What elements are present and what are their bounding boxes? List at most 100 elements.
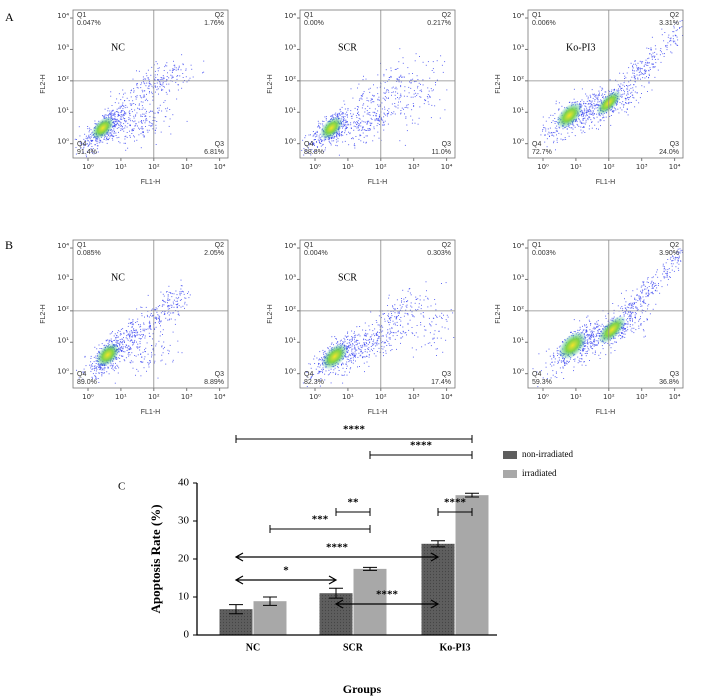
density-dot <box>114 339 116 341</box>
density-dot <box>627 318 629 319</box>
density-dot <box>91 139 93 141</box>
density-dot <box>157 88 159 90</box>
density-dot <box>109 110 111 112</box>
density-dot <box>183 293 185 295</box>
density-dot <box>585 351 587 353</box>
density-dot <box>391 349 393 350</box>
density-dot <box>403 108 404 110</box>
density-dot <box>607 313 609 315</box>
density-dot <box>149 83 151 85</box>
density-dot <box>557 350 559 352</box>
density-dot <box>125 121 127 123</box>
density-dot <box>587 342 588 344</box>
density-dot <box>109 340 111 342</box>
density-dot <box>371 99 373 100</box>
density-dot <box>109 114 111 116</box>
density-dot <box>357 109 358 111</box>
density-dot <box>349 133 351 135</box>
density-dot <box>615 341 617 343</box>
density-dot <box>344 128 346 130</box>
density-dot <box>387 305 388 306</box>
density-dot <box>654 282 656 284</box>
density-dot <box>342 112 343 114</box>
density-dot <box>147 131 149 133</box>
density-dot <box>144 316 145 318</box>
density-dot <box>172 76 174 78</box>
density-dot <box>558 346 560 348</box>
density-dot <box>138 134 140 136</box>
density-dot <box>395 106 397 108</box>
density-dot <box>163 101 165 103</box>
density-dot <box>379 326 381 328</box>
density-dot <box>590 104 592 105</box>
density-dot <box>394 338 396 340</box>
density-dot <box>563 139 565 141</box>
density-dot <box>121 111 122 113</box>
x-tick-label: 10⁰ <box>537 163 549 171</box>
density-dot <box>628 316 630 318</box>
density-dot <box>126 346 128 348</box>
density-dot <box>98 368 100 370</box>
density-dot <box>367 105 369 107</box>
density-dot <box>627 91 629 92</box>
density-dot <box>318 141 320 143</box>
density-dot <box>556 141 558 143</box>
density-dot <box>677 39 679 41</box>
density-dot <box>583 329 585 331</box>
x-axis-label: FL1-H <box>141 179 160 186</box>
density-dot <box>314 355 316 357</box>
density-dot <box>178 296 180 298</box>
density-dot <box>419 56 420 57</box>
quadrant-percent: 0.006% <box>532 20 556 27</box>
density-dot <box>130 322 132 323</box>
density-dot <box>337 140 339 142</box>
density-dot <box>552 134 554 136</box>
density-dot <box>102 367 104 369</box>
density-dot <box>121 342 123 344</box>
density-dot <box>337 367 339 369</box>
density-dot <box>376 118 378 120</box>
density-dot <box>635 86 637 88</box>
density-dot <box>351 348 353 350</box>
density-dot <box>141 120 142 122</box>
density-dot <box>112 331 113 333</box>
density-dot <box>625 77 627 79</box>
density-dot <box>320 123 322 125</box>
density-dot <box>657 284 659 286</box>
density-dot <box>138 104 140 106</box>
density-dot <box>155 127 157 129</box>
density-dot <box>651 89 653 91</box>
density-dot <box>557 362 559 364</box>
density-dot <box>594 100 596 102</box>
density-dot <box>135 335 137 337</box>
density-dot <box>131 339 133 341</box>
density-dot <box>373 128 375 130</box>
density-dot <box>375 320 377 321</box>
density-dot <box>622 308 624 310</box>
density-dot <box>115 338 117 340</box>
density-dot <box>119 123 121 125</box>
density-dot <box>560 133 562 135</box>
density-dot <box>430 345 432 347</box>
density-dot <box>640 78 641 80</box>
density-dot <box>140 354 142 355</box>
density-dot <box>549 136 550 137</box>
density-dot <box>337 133 339 134</box>
quadrant-percent: 0.085% <box>77 250 101 257</box>
density-dot <box>369 350 371 352</box>
density-dot <box>162 293 164 295</box>
density-dot <box>163 78 165 80</box>
density-dot <box>78 126 80 128</box>
density-dot <box>386 97 387 99</box>
density-dot <box>381 102 383 104</box>
density-dot <box>358 125 360 127</box>
density-dot <box>600 352 602 354</box>
density-dot <box>147 310 149 312</box>
density-dot <box>368 347 370 349</box>
density-dot <box>385 69 387 71</box>
density-dot <box>345 126 347 128</box>
density-dot <box>661 286 663 288</box>
density-dot <box>141 131 143 133</box>
density-dot <box>360 354 362 356</box>
density-dot <box>360 125 362 127</box>
